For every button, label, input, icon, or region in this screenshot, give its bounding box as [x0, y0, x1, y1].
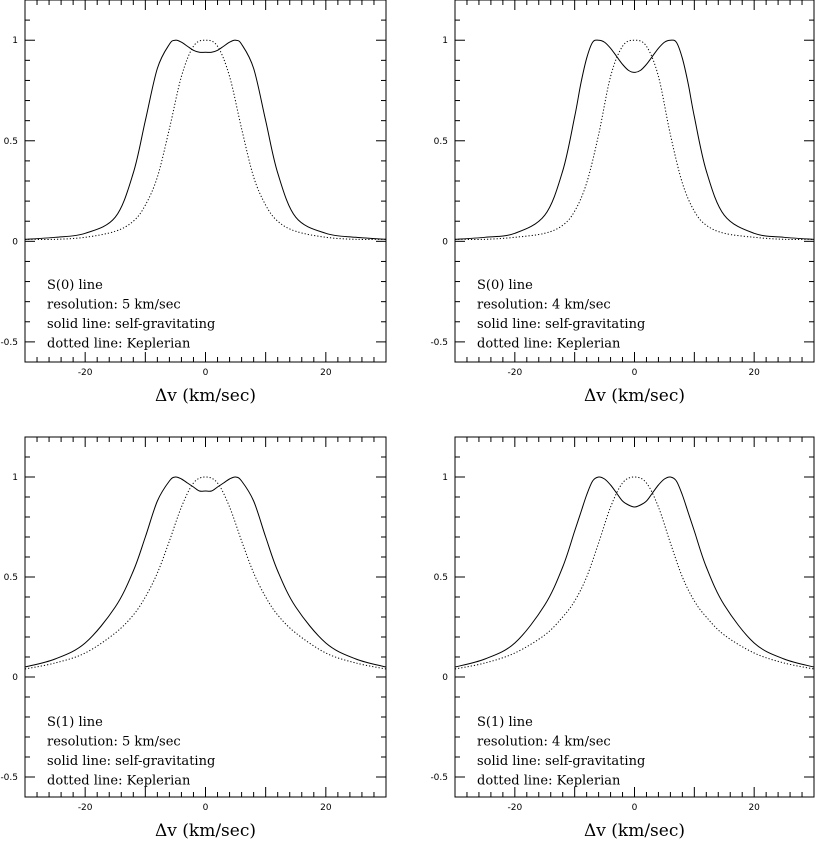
- y-tick-label: 0: [12, 237, 18, 247]
- chart-panel-2: -20 0 20 -0.5 0 0.5 1 Δv (km/sec) S(0) line resol…: [430, 0, 815, 406]
- annotation-line: solid line: self-gravitating: [47, 317, 215, 332]
- y-tick-label: -0.5: [0, 338, 18, 348]
- x-tick-label: 20: [748, 803, 760, 813]
- annotation-line: solid line: self-gravitating: [477, 317, 645, 332]
- y-tick-label: 1: [442, 473, 448, 483]
- series-line-solid: [24, 39, 387, 240]
- y-tick-label: 0.5: [4, 137, 18, 147]
- annotation-line: solid line: self-gravitating: [47, 754, 215, 769]
- annotation-line: resolution: 5 km/sec: [47, 735, 181, 750]
- annotation-line: dotted line: Keplerian: [47, 774, 191, 789]
- annotation-line: resolution: 5 km/sec: [47, 298, 181, 313]
- x-tick-label: 0: [632, 803, 638, 813]
- y-tick-label: -0.5: [0, 773, 18, 783]
- x-tick-label: -20: [78, 803, 93, 813]
- x-axis-label: Δv (km/sec): [155, 386, 256, 406]
- annotation-line: dotted line: Keplerian: [477, 337, 621, 352]
- y-tick-label: 0: [442, 673, 448, 683]
- chart-panel-1: -20 0 20 -0.5 0 0.5 1 Δv (km/sec) S(0) line resol…: [0, 0, 387, 406]
- x-tick-label: 0: [203, 803, 209, 813]
- series-line-dotted: [24, 476, 387, 670]
- y-tick-label: 1: [442, 36, 448, 46]
- x-tick-label: 20: [320, 368, 332, 378]
- y-tick-label: 0: [12, 673, 18, 683]
- annotation-line: dotted line: Keplerian: [47, 337, 191, 352]
- annotation-line: solid line: self-gravitating: [477, 754, 645, 769]
- x-tick-label: -20: [507, 803, 522, 813]
- y-tick-label: 0.5: [434, 137, 448, 147]
- x-axis-label: Δv (km/sec): [584, 821, 685, 841]
- annotation-line: dotted line: Keplerian: [477, 774, 621, 789]
- annotation-line: S(1) line: [47, 715, 103, 730]
- x-tick-label: 20: [320, 803, 332, 813]
- y-tick-label: 0.5: [434, 573, 448, 583]
- y-tick-label: -0.5: [430, 338, 448, 348]
- x-axis-label: Δv (km/sec): [155, 821, 256, 841]
- y-tick-label: 0.5: [4, 573, 18, 583]
- x-tick-label: 0: [632, 368, 638, 378]
- chart-panel-4: -20 0 20 -0.5 0 0.5 1 Δv (km/sec) S(1) line resol…: [430, 436, 815, 841]
- x-tick-label: 0: [203, 368, 209, 378]
- annotation-line: resolution: 4 km/sec: [477, 298, 611, 313]
- series-line-solid: [454, 39, 815, 240]
- y-tick-label: 1: [12, 473, 18, 483]
- annotation-line: S(0) line: [477, 278, 533, 293]
- x-tick-label: -20: [507, 368, 522, 378]
- y-tick-label: 0: [442, 237, 448, 247]
- series-line-dotted: [24, 39, 387, 240]
- annotation-line: S(1) line: [477, 715, 533, 730]
- x-tick-label: 20: [748, 368, 760, 378]
- y-tick-label: -0.5: [430, 773, 448, 783]
- y-tick-label: 1: [12, 36, 18, 46]
- series-line-dotted: [454, 39, 815, 240]
- annotation-line: resolution: 4 km/sec: [477, 735, 611, 750]
- x-axis-label: Δv (km/sec): [584, 386, 685, 406]
- series-line-solid: [24, 476, 387, 668]
- x-tick-label: -20: [78, 368, 93, 378]
- chart-panel-3: -20 0 20 -0.5 0 0.5 1 Δv (km/sec) S(1) line resol…: [0, 436, 387, 841]
- series-line-solid: [454, 476, 815, 668]
- annotation-line: S(0) line: [47, 278, 103, 293]
- series-line-dotted: [454, 476, 815, 670]
